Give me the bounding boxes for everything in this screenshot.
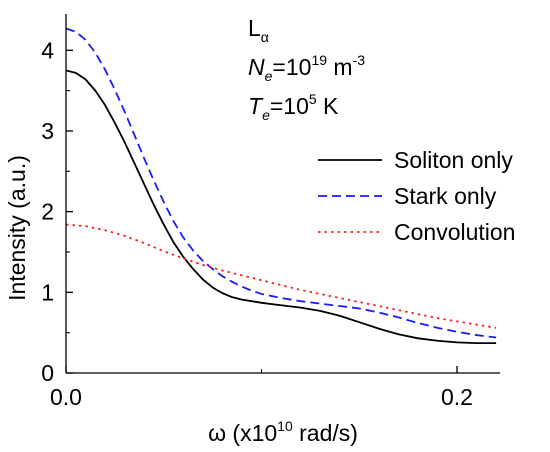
x-axis-title-tail: rad/s) <box>293 420 358 446</box>
y-axis-title: Intensity (a.u.) <box>4 155 30 301</box>
ne-value: =10 <box>272 54 311 80</box>
legend-label-convolution: Convolution <box>394 219 515 245</box>
series-line-soliton-only <box>66 69 497 345</box>
y-tick-label: 4 <box>41 37 54 63</box>
legend-label-soliton-only: Soliton only <box>394 147 513 173</box>
annotation-electron-temperature: Te=105 K <box>248 91 339 123</box>
ne-unit-exponent: -3 <box>353 52 366 68</box>
x-tick-label: 0.0 <box>50 384 82 410</box>
ne-subscript: e <box>265 68 273 84</box>
y-tick-label: 1 <box>41 279 54 305</box>
x-axis-title-exponent: 10 <box>277 418 293 434</box>
y-tick-label: 3 <box>41 118 54 144</box>
te-value: =10 <box>270 93 309 119</box>
y-tick-label: 0 <box>41 360 54 386</box>
ne-unit: m <box>327 54 353 80</box>
ne-exponent: 19 <box>311 52 327 68</box>
axes: 0 1 2 3 4 0.0 0.2 <box>41 14 500 410</box>
te-exponent: 5 <box>309 91 317 107</box>
x-axis-title-main: ω (x10 <box>208 420 277 446</box>
annotation-line-label: Lα <box>248 15 269 45</box>
annotation-line-subscript: α <box>261 29 269 45</box>
plot-area <box>66 27 497 345</box>
te-unit: K <box>317 93 339 119</box>
y-tick-label: 2 <box>41 199 54 225</box>
series-line-convolution <box>66 223 497 329</box>
legend-label-stark-only: Stark only <box>394 183 497 209</box>
te-subscript: e <box>262 107 270 123</box>
annotation-line-symbol: L <box>248 15 261 41</box>
x-tick-label: 0.2 <box>441 384 473 410</box>
te-symbol: T <box>248 93 264 119</box>
legend: Soliton only Stark only Convolution <box>318 147 515 245</box>
annotation-electron-density: Ne=1019 m-3 <box>248 52 365 84</box>
x-axis-title: ω (x1010 rad/s) <box>208 418 358 446</box>
ne-symbol: N <box>248 54 265 80</box>
series-line-stark-only <box>66 27 497 339</box>
